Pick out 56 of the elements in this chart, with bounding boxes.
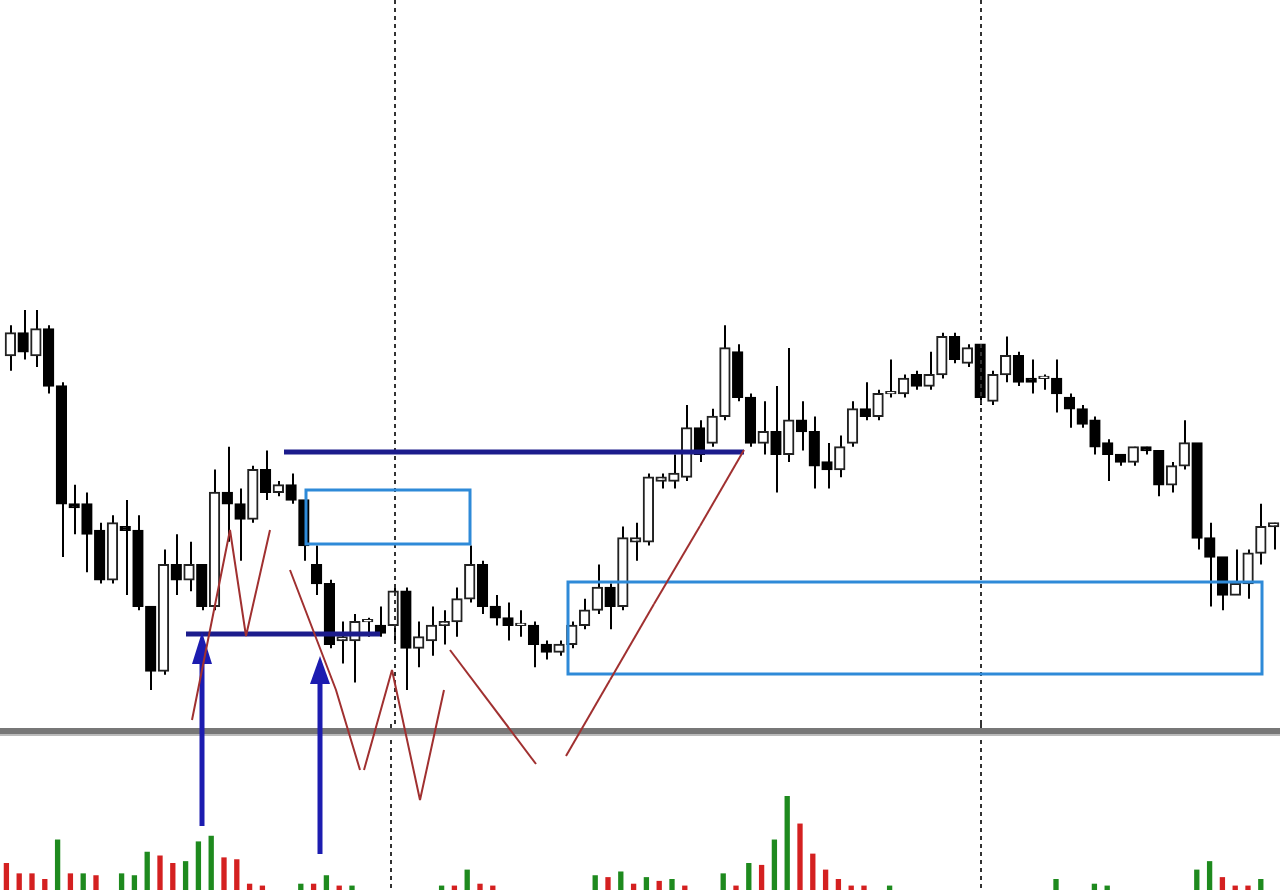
candlestick: [285, 472, 297, 505]
bar: [93, 875, 99, 890]
bar: [746, 863, 752, 890]
bar: [656, 880, 662, 890]
candlestick: [170, 533, 182, 596]
bar: [720, 873, 726, 890]
bar: [131, 875, 138, 890]
candlestick: [1051, 358, 1063, 414]
bar: [835, 879, 842, 890]
bar: [822, 869, 829, 890]
bar: [42, 879, 48, 890]
bar: [54, 839, 61, 890]
bar: [758, 864, 765, 890]
bar: [810, 853, 816, 890]
bar: [80, 873, 86, 890]
candlestick: [604, 582, 616, 631]
bar: [234, 859, 240, 890]
bar: [208, 835, 214, 890]
bar: [464, 869, 470, 890]
bar: [643, 877, 650, 890]
bar: [592, 875, 598, 890]
bar: [67, 873, 74, 890]
bar: [605, 877, 611, 890]
candlestick: [259, 449, 272, 501]
candlestick: [1242, 548, 1254, 600]
candlestick: [502, 601, 514, 642]
bar: [118, 873, 125, 890]
bar: [221, 857, 227, 890]
bar: [29, 873, 35, 890]
bar: [1206, 861, 1213, 890]
candlestick: [948, 331, 961, 365]
candlestick: [234, 487, 246, 562]
bar: [1053, 879, 1059, 890]
bar: [195, 841, 202, 890]
bar: [1258, 879, 1264, 890]
bar: [797, 823, 803, 890]
bar: [771, 839, 778, 890]
bar: [144, 851, 150, 890]
candlestick: [859, 381, 871, 422]
bar: [669, 879, 675, 890]
bar: [784, 796, 790, 890]
bar: [16, 873, 22, 890]
bar: [157, 855, 163, 890]
candlestick: [374, 605, 387, 638]
candlestick: [1204, 521, 1216, 608]
candlestick: [17, 309, 29, 361]
bar: [323, 875, 330, 890]
bar: [182, 861, 189, 890]
bar: [477, 883, 483, 890]
bar: [170, 863, 176, 890]
bar: [1219, 877, 1226, 890]
bar: [1194, 869, 1200, 890]
candlestick: [770, 385, 782, 494]
bar: [618, 871, 624, 890]
bar: [3, 863, 10, 890]
candlestick: [196, 563, 208, 612]
